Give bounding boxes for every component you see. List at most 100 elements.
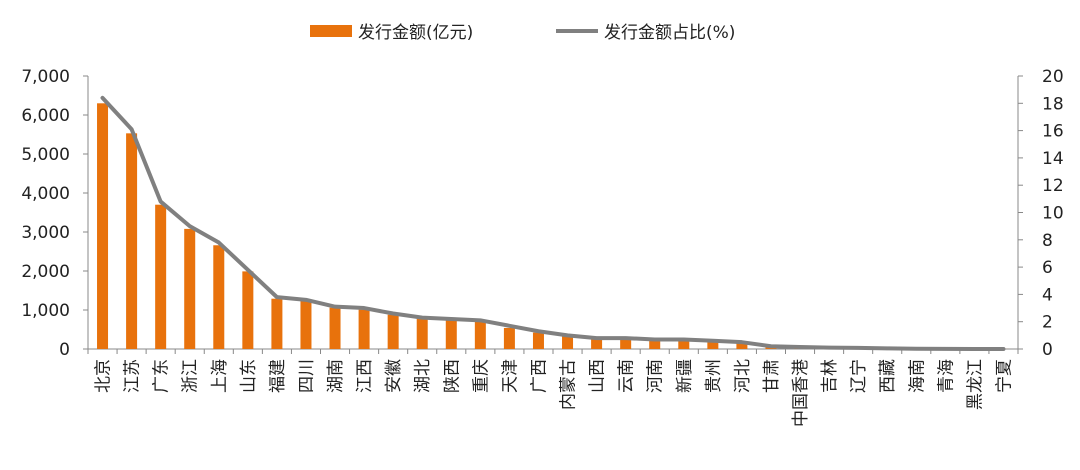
bar-广西: [532, 332, 544, 349]
left-axis-tick-label: 0: [59, 340, 70, 360]
share-point-福建: [276, 296, 278, 298]
share-point-广西: [537, 330, 539, 332]
bar-北京: [97, 103, 109, 349]
right-axis-tick-label: 20: [1042, 67, 1064, 87]
bar-贵州: [707, 341, 719, 349]
x-tick-label: 辽宁: [849, 359, 869, 393]
left-axis-tick-label: 1,000: [21, 301, 70, 321]
x-tick-label: 广东: [152, 359, 172, 393]
right-axis-tick-label: 18: [1042, 94, 1064, 114]
left-axis-tick-label: 3,000: [21, 223, 70, 243]
x-tick-label: 江苏: [123, 359, 143, 393]
share-point-上海: [218, 242, 220, 244]
bar-江西: [358, 309, 370, 349]
x-tick-label: 中国香港: [791, 359, 811, 427]
left-axis-tick-label: 2,000: [21, 262, 70, 282]
bar-上海: [213, 245, 225, 349]
bar-云南: [620, 339, 632, 349]
x-tick-label: 福建: [268, 359, 288, 393]
x-tick-labels: 北京 江苏 广东 浙江 上海 山东 福建 四川 湖南 江西 安徽 湖北 陕西 重庆 天津 广西 内蒙古 山西 云南河…: [94, 359, 1015, 427]
x-tick-label: 山西: [588, 359, 608, 393]
share-point-四川: [305, 299, 307, 301]
x-tick-label: 河南: [646, 359, 666, 393]
bar-天津: [503, 327, 515, 349]
x-tick-label: 青海: [936, 359, 956, 393]
share-point-山东: [247, 269, 249, 271]
right-axis-tick-label: 4: [1042, 285, 1053, 305]
right-axis-tick-label: 8: [1042, 231, 1053, 251]
bar-series: [97, 103, 1009, 349]
share-point-青海: [944, 348, 946, 350]
left-y-axis: 0 1,000 2,000 3,000 4,000 5,000 6,000 7,000: [21, 67, 89, 360]
bar-浙江: [184, 228, 196, 349]
left-axis-tick-label: 6,000: [21, 106, 70, 126]
share-point-中国香港: [799, 346, 801, 348]
x-tick-label: 黑龙江: [965, 359, 985, 410]
x-tick-label: 浙江: [181, 359, 201, 393]
share-point-新疆: [683, 338, 685, 340]
line-series: [100, 95, 1006, 351]
share-point-河南: [654, 338, 656, 340]
share-point-重庆: [479, 319, 481, 321]
share-point-西藏: [886, 347, 888, 349]
share-point-陕西: [450, 318, 452, 320]
right-axis-tick-label: 14: [1042, 149, 1064, 169]
legend-bar-label: 发行金额(亿元): [358, 23, 473, 43]
share-point-北京: [102, 97, 104, 99]
bar-四川: [300, 300, 312, 349]
bar-山东: [242, 271, 254, 349]
right-axis-tick-label: 0: [1042, 340, 1053, 360]
bar-河南: [649, 340, 661, 349]
share-point-江苏: [131, 128, 133, 130]
x-tick-label: 西藏: [878, 359, 898, 393]
share-point-湖南: [334, 306, 336, 308]
left-axis-tick-label: 5,000: [21, 145, 70, 165]
share-point-吉林: [828, 347, 830, 349]
left-axis-tick-label: 4,000: [21, 184, 70, 204]
x-tick-label: 广西: [529, 359, 549, 393]
share-point-辽宁: [857, 347, 859, 349]
x-tick-label: 湖北: [413, 359, 433, 393]
share-point-山西: [596, 337, 598, 339]
x-tick-label: 甘肃: [762, 359, 782, 393]
x-tick-label: 吉林: [820, 359, 840, 393]
bar-河北: [736, 341, 748, 349]
share-point-内蒙古: [567, 334, 569, 336]
x-tick-label: 海南: [907, 359, 927, 393]
share-point-宁夏: [1002, 348, 1004, 350]
x-tick-label: 上海: [210, 359, 230, 393]
share-line: [100, 95, 1006, 351]
share-point-云南: [625, 337, 627, 339]
x-tick-label: 四川: [297, 359, 317, 393]
share-point-甘肃: [770, 345, 772, 347]
share-point-黑龙江: [973, 348, 975, 350]
x-tick-label: 宁夏: [994, 359, 1014, 393]
bar-山西: [591, 339, 603, 349]
left-axis-tick-label: 7,000: [21, 67, 70, 87]
bar-新疆: [678, 340, 690, 349]
right-axis-tick-label: 6: [1042, 258, 1053, 278]
x-tick-label: 山东: [239, 359, 259, 393]
share-point-河北: [741, 341, 743, 343]
bar-重庆: [474, 321, 486, 349]
x-tick-label: 云南: [617, 359, 637, 393]
bar-内蒙古: [562, 335, 574, 349]
bar-湖北: [416, 318, 428, 349]
x-tick-label: 安徽: [384, 359, 404, 393]
x-tick-label: 重庆: [471, 359, 491, 393]
bar-湖南: [329, 307, 341, 349]
share-point-广东: [160, 201, 162, 203]
share-point-天津: [508, 325, 510, 327]
bar-福建: [271, 298, 283, 349]
x-tick-label: 天津: [500, 359, 520, 393]
right-axis-tick-label: 12: [1042, 176, 1064, 196]
x-tick-label: 江西: [355, 359, 375, 393]
share-point-海南: [915, 348, 917, 350]
legend-bar-swatch: [310, 25, 352, 37]
right-axis-tick-label: 2: [1042, 313, 1053, 333]
x-tick-label: 陕西: [442, 359, 462, 393]
legend: 发行金额(亿元) 发行金额占比(%): [310, 23, 735, 43]
share-point-江西: [363, 307, 365, 309]
share-point-浙江: [189, 225, 191, 227]
